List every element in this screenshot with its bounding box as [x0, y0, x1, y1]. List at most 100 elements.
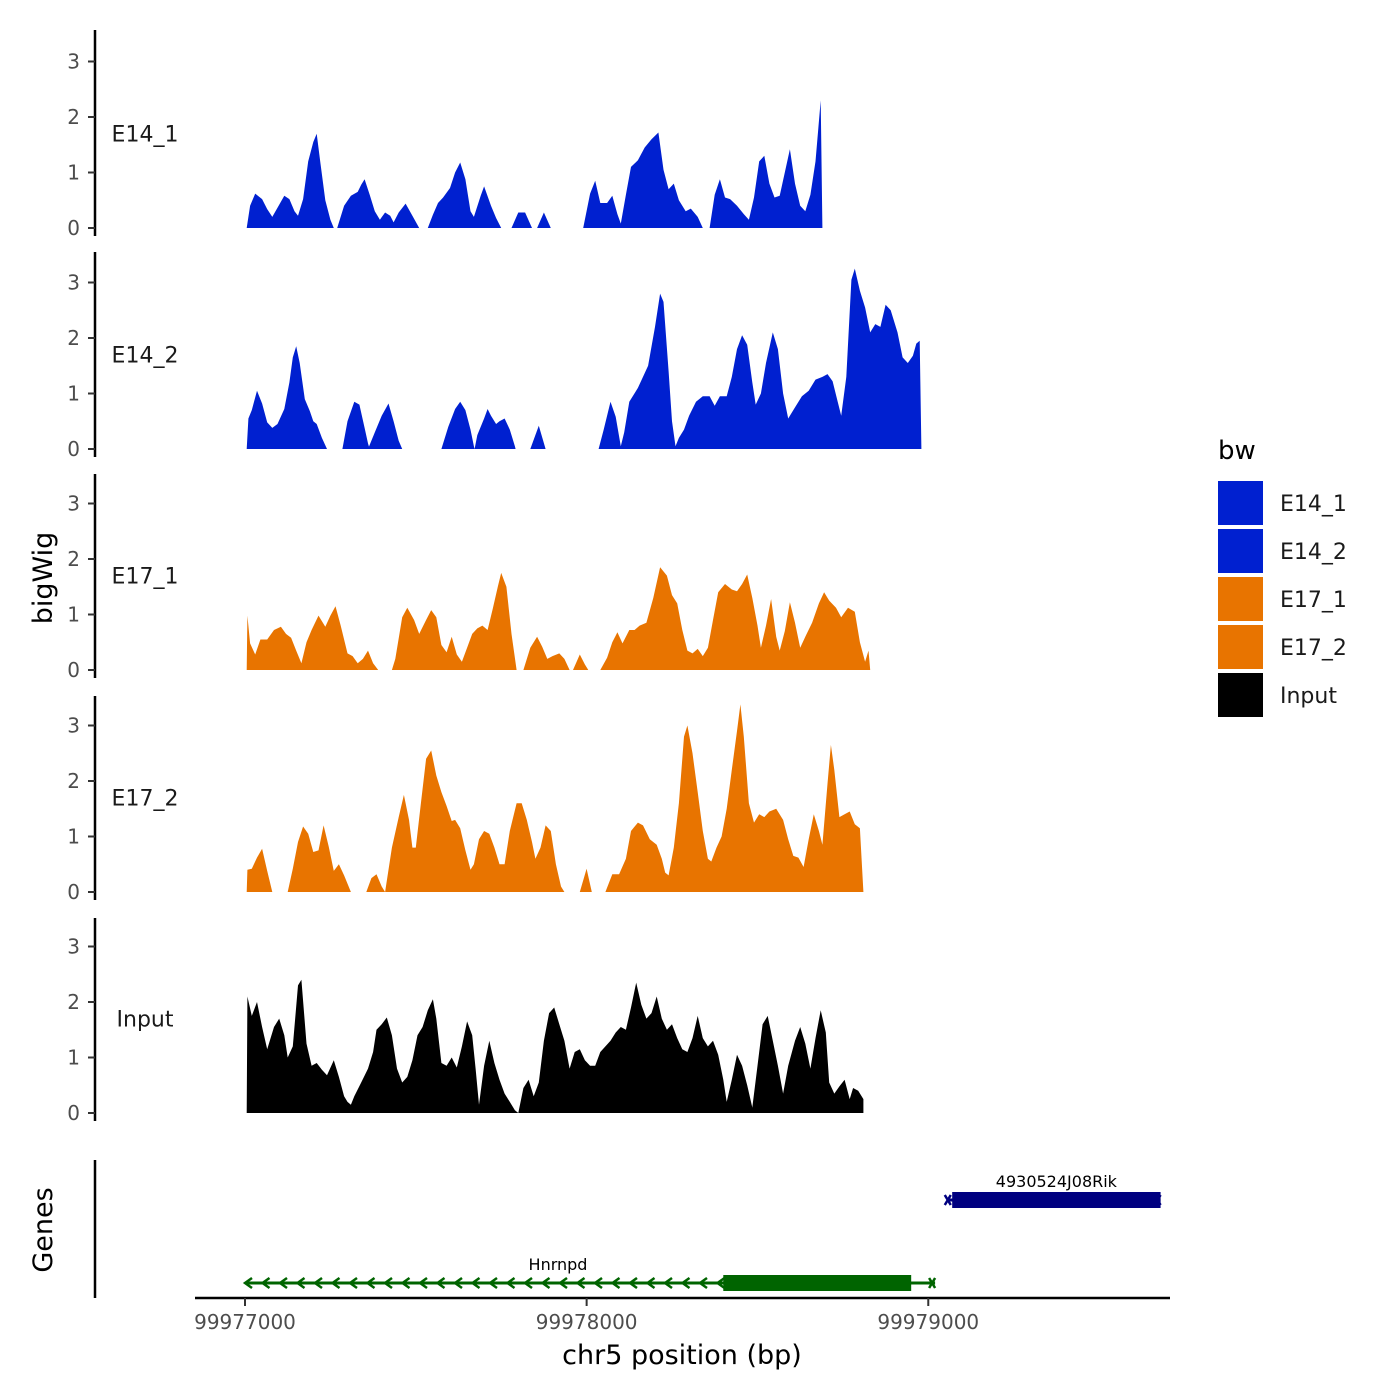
- area-segment: [287, 825, 351, 892]
- x-tick-label: 99978000: [536, 1310, 638, 1334]
- gene-exon: [723, 1275, 912, 1291]
- legend-swatch-e17-1: [1218, 577, 1263, 621]
- y-tick-label: 0: [67, 658, 80, 682]
- y-tick-label: 3: [67, 492, 80, 516]
- legend: bw E14_1 E14_2 E17_1 E17_2 Input: [1218, 436, 1347, 717]
- strand-arrow: [557, 1276, 568, 1290]
- strand-arrow: [365, 1276, 376, 1290]
- strand-arrow: [715, 1276, 726, 1290]
- area-segment: [605, 704, 864, 892]
- strand-arrow: [680, 1276, 691, 1290]
- legend-label: E17_2: [1280, 636, 1347, 661]
- strand-arrow: [627, 1276, 638, 1290]
- strand-arrow: [417, 1276, 428, 1290]
- area-segment: [246, 133, 334, 228]
- strand-arrow: [470, 1276, 481, 1290]
- strand-arrow: [522, 1276, 533, 1290]
- area-segment: [337, 179, 420, 228]
- x-axis-title: chr5 position (bp): [562, 1340, 802, 1371]
- area-segment: [441, 401, 516, 449]
- gene-4930524j08rik: 4930524J08Rik: [943, 1172, 1162, 1208]
- area-segment: [246, 848, 273, 892]
- area-segment: [530, 425, 546, 449]
- strand-arrow: [295, 1276, 306, 1290]
- area-segment: [366, 750, 565, 892]
- y-tick-label: 1: [67, 603, 80, 627]
- track-panel-e17-2: 0 1 2 3 E17_2: [67, 696, 864, 904]
- area-segment: [523, 636, 570, 670]
- strand-arrow: [943, 1194, 952, 1206]
- track-panels: 0 1 2 3 E14_1 0 1 2 3 E14_2 0 1 2 3 E17_1 0 1 2 3 E17_2 0 1 2 3…: [67, 30, 922, 1125]
- y-tick-label: 3: [67, 714, 80, 738]
- gene-label: Hnrnpd: [529, 1255, 588, 1274]
- area-segment: [709, 100, 823, 228]
- area-segment: [368, 403, 403, 449]
- area-segment: [246, 346, 327, 449]
- track-panel-input: 0 1 2 3 Input: [67, 918, 864, 1125]
- strand-arrow: [928, 1277, 937, 1289]
- legend-label: Input: [1280, 684, 1337, 709]
- area-segment: [246, 979, 864, 1113]
- legend-title: bw: [1218, 436, 1256, 466]
- strand-arrow: [505, 1276, 516, 1290]
- strand-arrow: [382, 1276, 393, 1290]
- y-tick-label: 0: [67, 880, 80, 904]
- y-tick-label: 0: [67, 1101, 80, 1125]
- x-axis: 99977000 99978000 99979000: [93, 1160, 1170, 1334]
- track-panel-e17-1: 0 1 2 3 E17_1: [67, 474, 871, 682]
- legend-label: E17_1: [1280, 588, 1347, 613]
- strand-arrow: [610, 1276, 621, 1290]
- y-tick-label: 3: [67, 50, 80, 74]
- strand-arrow: [540, 1276, 551, 1290]
- y-tick-label: 3: [67, 271, 80, 295]
- track-label: E17_2: [112, 787, 179, 812]
- gene-track: Hnrnpd 4930524J08Rik: [242, 1172, 1162, 1291]
- strand-arrow: [435, 1276, 446, 1290]
- legend-swatch-e14-1: [1218, 481, 1263, 525]
- area-segment: [573, 654, 589, 670]
- x-tick-label: 99977000: [194, 1310, 296, 1334]
- area-segment: [579, 868, 592, 892]
- y-tick-label: 1: [67, 382, 80, 406]
- strand-arrow: [277, 1276, 288, 1290]
- y-tick-label: 2: [67, 326, 80, 350]
- strand-arrow: [242, 1276, 253, 1290]
- area-segment: [583, 132, 703, 228]
- x-tick-label: 99979000: [877, 1310, 979, 1334]
- area-segment: [427, 162, 502, 228]
- y-tick-label: 2: [67, 547, 80, 571]
- y-tick-label: 3: [67, 935, 80, 959]
- y-tick-label: 2: [67, 769, 80, 793]
- gene-hnrnpd: Hnrnpd: [242, 1255, 937, 1291]
- area-segment: [391, 572, 517, 670]
- genes-axis-title: Genes: [28, 1187, 59, 1272]
- area-segment: [511, 212, 532, 228]
- strand-arrow: [312, 1276, 323, 1290]
- legend-label: E14_1: [1280, 492, 1347, 517]
- legend-swatch-input: [1218, 673, 1263, 717]
- track-label: Input: [117, 1008, 174, 1033]
- strand-arrow: [697, 1276, 708, 1290]
- track-label: E17_1: [112, 565, 179, 590]
- y-tick-label: 1: [67, 161, 80, 185]
- y-tick-label: 0: [67, 216, 80, 240]
- area-segment: [598, 268, 922, 449]
- strand-arrow: [487, 1276, 498, 1290]
- y-tick-label: 2: [67, 105, 80, 129]
- strand-arrow: [260, 1276, 271, 1290]
- area-segment: [342, 401, 370, 449]
- gene-exon: [952, 1192, 1161, 1208]
- strand-arrow: [592, 1276, 603, 1290]
- strand-arrow: [400, 1276, 411, 1290]
- track-label: E14_1: [112, 123, 179, 148]
- legend-swatch-e17-2: [1218, 625, 1263, 669]
- area-segment: [246, 606, 379, 670]
- gene-label: 4930524J08Rik: [996, 1172, 1118, 1191]
- legend-swatch-e14-2: [1218, 529, 1263, 573]
- legend-label: E14_2: [1280, 540, 1347, 565]
- track-label: E14_2: [112, 344, 179, 369]
- track-panel-e14-1: 0 1 2 3 E14_1: [67, 30, 823, 240]
- area-segment: [600, 567, 871, 670]
- track-panel-e14-2: 0 1 2 3 E14_2: [67, 252, 922, 461]
